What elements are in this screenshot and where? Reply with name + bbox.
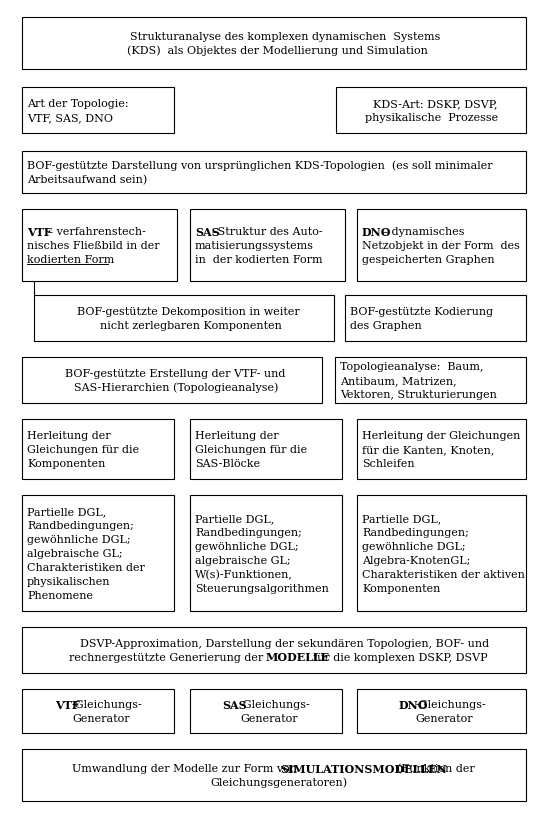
Text: matisierungssystems: matisierungssystems — [195, 241, 314, 251]
Bar — [22, 358, 322, 404]
Text: MODELLE: MODELLE — [265, 652, 329, 663]
Text: kodierten Form: kodierten Form — [27, 255, 115, 265]
Text: Gleichungsgeneratoren): Gleichungsgeneratoren) — [210, 776, 347, 787]
Text: des Graphen: des Graphen — [350, 320, 422, 331]
Text: Komponenten: Komponenten — [27, 459, 105, 468]
Text: BOF-gestützte Dekomposition in weiter: BOF-gestützte Dekomposition in weiter — [77, 306, 300, 317]
Text: W(s)-Funktionen,: W(s)-Funktionen, — [195, 569, 293, 579]
Bar — [357, 419, 526, 479]
Text: Algebra-KnotenGL;: Algebra-KnotenGL; — [362, 555, 470, 565]
Text: rechnergestützte Generierung der: rechnergestützte Generierung der — [69, 652, 270, 662]
Text: Randbedingungen;: Randbedingungen; — [195, 527, 302, 537]
Text: VTF, SAS, DNO: VTF, SAS, DNO — [27, 113, 113, 123]
Bar — [357, 495, 526, 611]
Text: Randbedingungen;: Randbedingungen; — [27, 521, 134, 531]
Text: Randbedingungen;: Randbedingungen; — [362, 527, 469, 537]
Text: SAS-Blöcke: SAS-Blöcke — [195, 459, 260, 468]
Text: Charakteristiken der aktiven: Charakteristiken der aktiven — [362, 569, 525, 579]
Text: Art der Topologie:: Art der Topologie: — [27, 99, 129, 109]
Text: für die komplexen DSKP, DSVP: für die komplexen DSKP, DSVP — [306, 652, 487, 662]
Bar — [22, 152, 526, 194]
Text: Phenomene: Phenomene — [27, 590, 93, 600]
Text: DNO: DNO — [362, 226, 391, 238]
Text: gewöhnliche DGL;: gewöhnliche DGL; — [195, 541, 299, 551]
Text: Partielle DGL,: Partielle DGL, — [27, 507, 106, 517]
Bar — [22, 495, 174, 611]
Text: – verfahrenstech-: – verfahrenstech- — [44, 227, 146, 237]
Text: SAS-Hierarchien (Topologieanalyse): SAS-Hierarchien (Topologieanalyse) — [74, 382, 278, 393]
Bar — [22, 419, 174, 479]
Text: DSVP-Approximation, Darstellung der sekundären Topologien, BOF- und: DSVP-Approximation, Darstellung der seku… — [81, 638, 489, 649]
Text: Gleichungen für die: Gleichungen für die — [195, 445, 307, 455]
Bar — [190, 210, 345, 282]
Text: –Struktur des Auto-: –Struktur des Auto- — [212, 227, 323, 237]
Text: Schleifen: Schleifen — [362, 459, 415, 468]
Bar — [357, 210, 526, 282]
Text: gewöhnliche DGL;: gewöhnliche DGL; — [27, 535, 130, 545]
Text: Gleichungen für die: Gleichungen für die — [27, 445, 139, 455]
Text: Partielle DGL,: Partielle DGL, — [195, 514, 274, 523]
Bar — [190, 495, 342, 611]
Text: (Funktion der: (Funktion der — [390, 763, 475, 773]
Bar — [190, 419, 342, 479]
Text: algebraische GL;: algebraische GL; — [27, 549, 123, 559]
Text: Antibaum, Matrizen,: Antibaum, Matrizen, — [340, 376, 456, 386]
Bar — [190, 689, 342, 733]
Text: DNO: DNO — [398, 699, 427, 710]
Text: -Gleichungs-: -Gleichungs- — [415, 699, 486, 709]
Text: Umwandlung der Modelle zur Form von: Umwandlung der Modelle zur Form von — [72, 763, 300, 773]
Text: Netzobjekt in der Form  des: Netzobjekt in der Form des — [362, 241, 520, 251]
Bar — [336, 88, 526, 133]
Bar — [34, 296, 334, 342]
Text: Topologieanalyse:  Baum,: Topologieanalyse: Baum, — [340, 362, 483, 372]
Text: Herleitung der: Herleitung der — [195, 431, 278, 441]
Bar — [357, 689, 526, 733]
Text: Vektoren, Strukturierungen: Vektoren, Strukturierungen — [340, 389, 497, 400]
Text: VTF: VTF — [55, 699, 79, 710]
Text: -Gleichungs-: -Gleichungs- — [240, 699, 311, 709]
Text: Generator: Generator — [72, 713, 130, 723]
Text: BOF-gestützte Kodierung: BOF-gestützte Kodierung — [350, 306, 493, 317]
Bar — [22, 210, 177, 282]
Text: gewöhnliche DGL;: gewöhnliche DGL; — [362, 541, 466, 551]
Text: nicht zerlegbaren Komponenten: nicht zerlegbaren Komponenten — [100, 320, 282, 331]
Text: KDS-Art: DSKP, DSVP,: KDS-Art: DSKP, DSVP, — [373, 99, 498, 109]
Text: für die Kanten, Knoten,: für die Kanten, Knoten, — [362, 445, 494, 455]
Bar — [22, 627, 526, 673]
Bar — [22, 88, 174, 133]
Bar — [22, 689, 174, 733]
Text: SAS: SAS — [195, 226, 220, 238]
Text: BOF-gestützte Erstellung der VTF- und: BOF-gestützte Erstellung der VTF- und — [65, 369, 286, 378]
Text: Arbeitsaufwand sein): Arbeitsaufwand sein) — [27, 174, 147, 185]
Text: SIMULATIONSMODELLEN: SIMULATIONSMODELLEN — [280, 762, 447, 774]
Text: physikalischen: physikalischen — [27, 576, 111, 586]
Text: (KDS)  als Objektes der Modellierung und Simulation: (KDS) als Objektes der Modellierung und … — [127, 46, 427, 57]
Text: in  der kodierten Form: in der kodierten Form — [195, 255, 323, 265]
Text: Partielle DGL,: Partielle DGL, — [362, 514, 441, 523]
Text: – dynamisches: – dynamisches — [379, 227, 465, 237]
Bar — [345, 296, 526, 342]
Text: Komponenten: Komponenten — [362, 583, 441, 593]
Text: VTF: VTF — [27, 226, 52, 238]
Bar — [22, 749, 526, 801]
Text: Strukturanalyse des komplexen dynamischen  Systems: Strukturanalyse des komplexen dynamische… — [129, 32, 440, 42]
Text: SAS: SAS — [222, 699, 247, 710]
Text: algebraische GL;: algebraische GL; — [195, 555, 290, 565]
Text: physikalische  Prozesse: physikalische Prozesse — [364, 113, 498, 123]
Text: gespeicherten Graphen: gespeicherten Graphen — [362, 255, 495, 265]
Text: nisches Fließbild in der: nisches Fließbild in der — [27, 241, 159, 251]
Text: BOF-gestützte Darstellung von ursprünglichen KDS-Topologien  (es soll minimaler: BOF-gestützte Darstellung von ursprüngli… — [27, 161, 493, 171]
Bar — [22, 18, 526, 70]
Text: Herleitung der: Herleitung der — [27, 431, 111, 441]
Text: Generator: Generator — [415, 713, 473, 723]
Text: Generator: Generator — [240, 713, 298, 723]
Text: Charakteristiken der: Charakteristiken der — [27, 562, 145, 572]
Bar — [335, 358, 526, 404]
Text: Steuerungsalgorithmen: Steuerungsalgorithmen — [195, 583, 329, 593]
Text: -Gleichungs-: -Gleichungs- — [72, 699, 142, 709]
Text: Herleitung der Gleichungen: Herleitung der Gleichungen — [362, 431, 521, 441]
